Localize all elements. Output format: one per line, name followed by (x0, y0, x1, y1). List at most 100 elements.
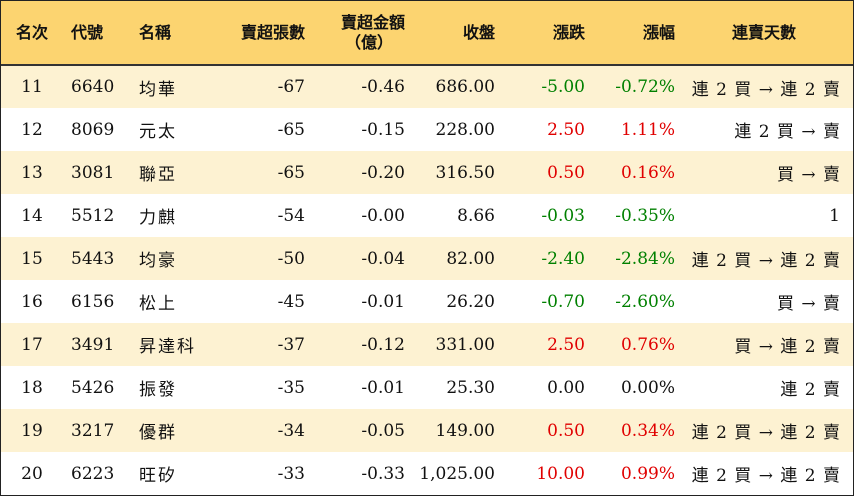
net-sell-amount-cell: -0.46 (361, 77, 405, 97)
table-row[interactable]: 20 6223 旺矽 -33 -0.33 1,025.00 10.00 0.99% 連 2 買 … (1, 452, 853, 495)
streak-cell: 買 → 賣 (776, 294, 841, 314)
net-sell-amount-cell: -0.15 (361, 119, 405, 140)
stock-code-cell[interactable]: 6223 (71, 463, 115, 484)
price-change-cell: 10.00 (536, 463, 585, 484)
net-sell-amount-cell: -0.01 (361, 291, 405, 312)
table-row[interactable]: 16 6156 松上 -45 -0.01 26.20 -0.70 -2.60% 買 → 賣 (1, 280, 853, 323)
change-pct-cell: -2.84% (615, 248, 675, 269)
streak-cell: 連 2 買 → 連 2 賣 (691, 79, 841, 100)
net-sell-lots-cell: -34 (277, 420, 305, 441)
stock-name-cell[interactable]: 均豪 (139, 251, 177, 271)
net-sell-lots-cell: -67 (277, 77, 305, 97)
close-price-cell: 149.00 (435, 420, 495, 441)
change-pct-cell: -2.60% (615, 291, 675, 312)
close-price-cell: 8.66 (457, 205, 495, 226)
stock-name-cell[interactable]: 元太 (139, 122, 177, 142)
close-price-cell: 25.30 (446, 377, 495, 398)
header-name[interactable]: 名稱 (131, 1, 211, 66)
streak-cell: 買 → 賣 (776, 165, 841, 185)
table-row[interactable]: 13 3081 聯亞 -65 -0.20 316.50 0.50 0.16% 買 → 賣 (1, 151, 853, 194)
stock-code-cell[interactable]: 5443 (71, 248, 115, 269)
streak-cell: 連 2 買 → 賣 (734, 122, 841, 142)
header-streak[interactable]: 連賣天數 (683, 1, 853, 66)
stock-name-cell[interactable]: 昇達科 (139, 337, 196, 357)
close-price-cell: 316.50 (435, 162, 495, 183)
net-sell-lots-cell: -65 (277, 162, 305, 183)
price-change-cell: -0.70 (541, 291, 585, 312)
stock-code-cell[interactable]: 8069 (71, 119, 115, 140)
stock-code-cell[interactable]: 6156 (71, 291, 115, 312)
rank-cell: 15 (21, 248, 43, 269)
close-price-cell: 1,025.00 (419, 463, 495, 484)
streak-cell: 連 2 買 → 連 2 賣 (691, 423, 841, 443)
stock-code-cell[interactable]: 6640 (71, 77, 115, 97)
header-net-sell-amount[interactable]: 賣超金額 （億） (313, 1, 413, 66)
rank-cell: 13 (21, 162, 43, 183)
change-pct-cell: -0.72% (615, 77, 675, 97)
rank-cell: 20 (21, 463, 43, 484)
header-change[interactable]: 漲跌 (503, 1, 593, 66)
stock-code-cell[interactable]: 3217 (71, 420, 115, 441)
header-close[interactable]: 收盤 (413, 1, 503, 66)
change-pct-cell: 0.16% (620, 162, 675, 183)
net-sell-amount-cell: -0.04 (361, 248, 405, 269)
header-rank[interactable]: 名次 (1, 1, 63, 66)
net-sell-lots-cell: -50 (277, 248, 305, 269)
header-code[interactable]: 代號 (63, 1, 131, 66)
stock-code-cell[interactable]: 5426 (71, 377, 115, 398)
net-sell-lots-cell: -37 (277, 334, 305, 355)
header-net-sell-amount-line1: 賣超金額 (340, 12, 405, 32)
header-net-sell-lots[interactable]: 賣超張數 (211, 1, 313, 66)
streak-cell: 連 2 買 → 連 2 賣 (691, 251, 841, 271)
table-row[interactable]: 15 5443 均豪 -50 -0.04 82.00 -2.40 -2.84% 連 2 買 → … (1, 237, 853, 280)
header-change-pct[interactable]: 漲幅 (593, 1, 683, 66)
table-row[interactable]: 17 3491 昇達科 -37 -0.12 331.00 2.50 0.76% 買 → 連 2 … (1, 323, 853, 366)
net-sell-lots-cell: -35 (277, 377, 305, 398)
close-price-cell: 686.00 (435, 77, 495, 97)
streak-cell: 連 2 賣 (780, 380, 841, 400)
price-change-cell: -5.00 (541, 77, 585, 97)
rank-cell: 12 (21, 119, 43, 140)
table-body: 11 6640 均華 -67 -0.46 686.00 -5.00 -0.72% 連 2 買 →… (1, 65, 853, 495)
stock-name-cell[interactable]: 旺矽 (139, 466, 177, 486)
stock-name-cell[interactable]: 力麒 (139, 208, 177, 228)
price-change-cell: 0.00 (547, 377, 585, 398)
price-change-cell: -2.40 (541, 248, 585, 269)
stock-code-cell[interactable]: 5512 (71, 205, 115, 226)
stock-name-cell[interactable]: 振發 (139, 380, 177, 400)
stock-code-cell[interactable]: 3081 (71, 162, 115, 183)
stock-code-cell[interactable]: 3491 (71, 334, 115, 355)
rank-cell: 11 (21, 77, 43, 97)
close-price-cell: 331.00 (435, 334, 495, 355)
price-change-cell: 0.50 (547, 162, 585, 183)
table-row[interactable]: 14 5512 力麒 -54 -0.00 8.66 -0.03 -0.35% 1 (1, 194, 853, 237)
stock-name-cell[interactable]: 均華 (139, 79, 177, 100)
table-row[interactable]: 11 6640 均華 -67 -0.46 686.00 -5.00 -0.72% 連 2 買 →… (1, 65, 853, 108)
price-change-cell: -0.03 (541, 205, 585, 226)
rank-cell: 14 (21, 205, 43, 226)
close-price-cell: 26.20 (446, 291, 495, 312)
rank-cell: 17 (21, 334, 43, 355)
stock-name-cell[interactable]: 聯亞 (139, 165, 177, 185)
table-row[interactable]: 12 8069 元太 -65 -0.15 228.00 2.50 1.11% 連 2 買 → 賣 (1, 108, 853, 151)
change-pct-cell: 0.99% (620, 463, 675, 484)
net-sell-amount-cell: -0.20 (361, 162, 405, 183)
change-pct-cell: 0.34% (620, 420, 675, 441)
streak-cell: 連 2 買 → 連 2 賣 (691, 466, 841, 486)
table-row[interactable]: 19 3217 優群 -34 -0.05 149.00 0.50 0.34% 連 2 買 → 連… (1, 409, 853, 452)
change-pct-cell: -0.35% (615, 205, 675, 226)
table-row[interactable]: 18 5426 振發 -35 -0.01 25.30 0.00 0.00% 連 2 賣 (1, 366, 853, 409)
streak-cell: 買 → 連 2 賣 (734, 337, 841, 357)
stock-name-cell[interactable]: 松上 (139, 294, 177, 314)
stock-name-cell[interactable]: 優群 (139, 423, 177, 443)
table-header-row: 名次 代號 名稱 賣超張數 賣超金額 （億） 收盤 漲跌 漲幅 連賣天數 (1, 1, 853, 66)
close-price-cell: 228.00 (435, 119, 495, 140)
rank-cell: 16 (21, 291, 43, 312)
net-sell-lots-cell: -33 (277, 463, 305, 484)
price-change-cell: 0.50 (547, 420, 585, 441)
net-sell-lots-cell: -54 (277, 205, 305, 226)
header-net-sell-amount-line2: （億） (344, 32, 393, 52)
net-sell-amount-cell: -0.01 (361, 377, 405, 398)
